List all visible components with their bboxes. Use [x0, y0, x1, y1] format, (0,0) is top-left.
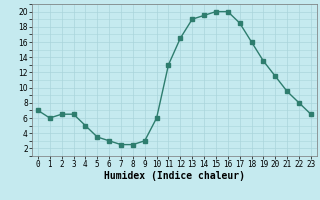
X-axis label: Humidex (Indice chaleur): Humidex (Indice chaleur)	[104, 171, 245, 181]
